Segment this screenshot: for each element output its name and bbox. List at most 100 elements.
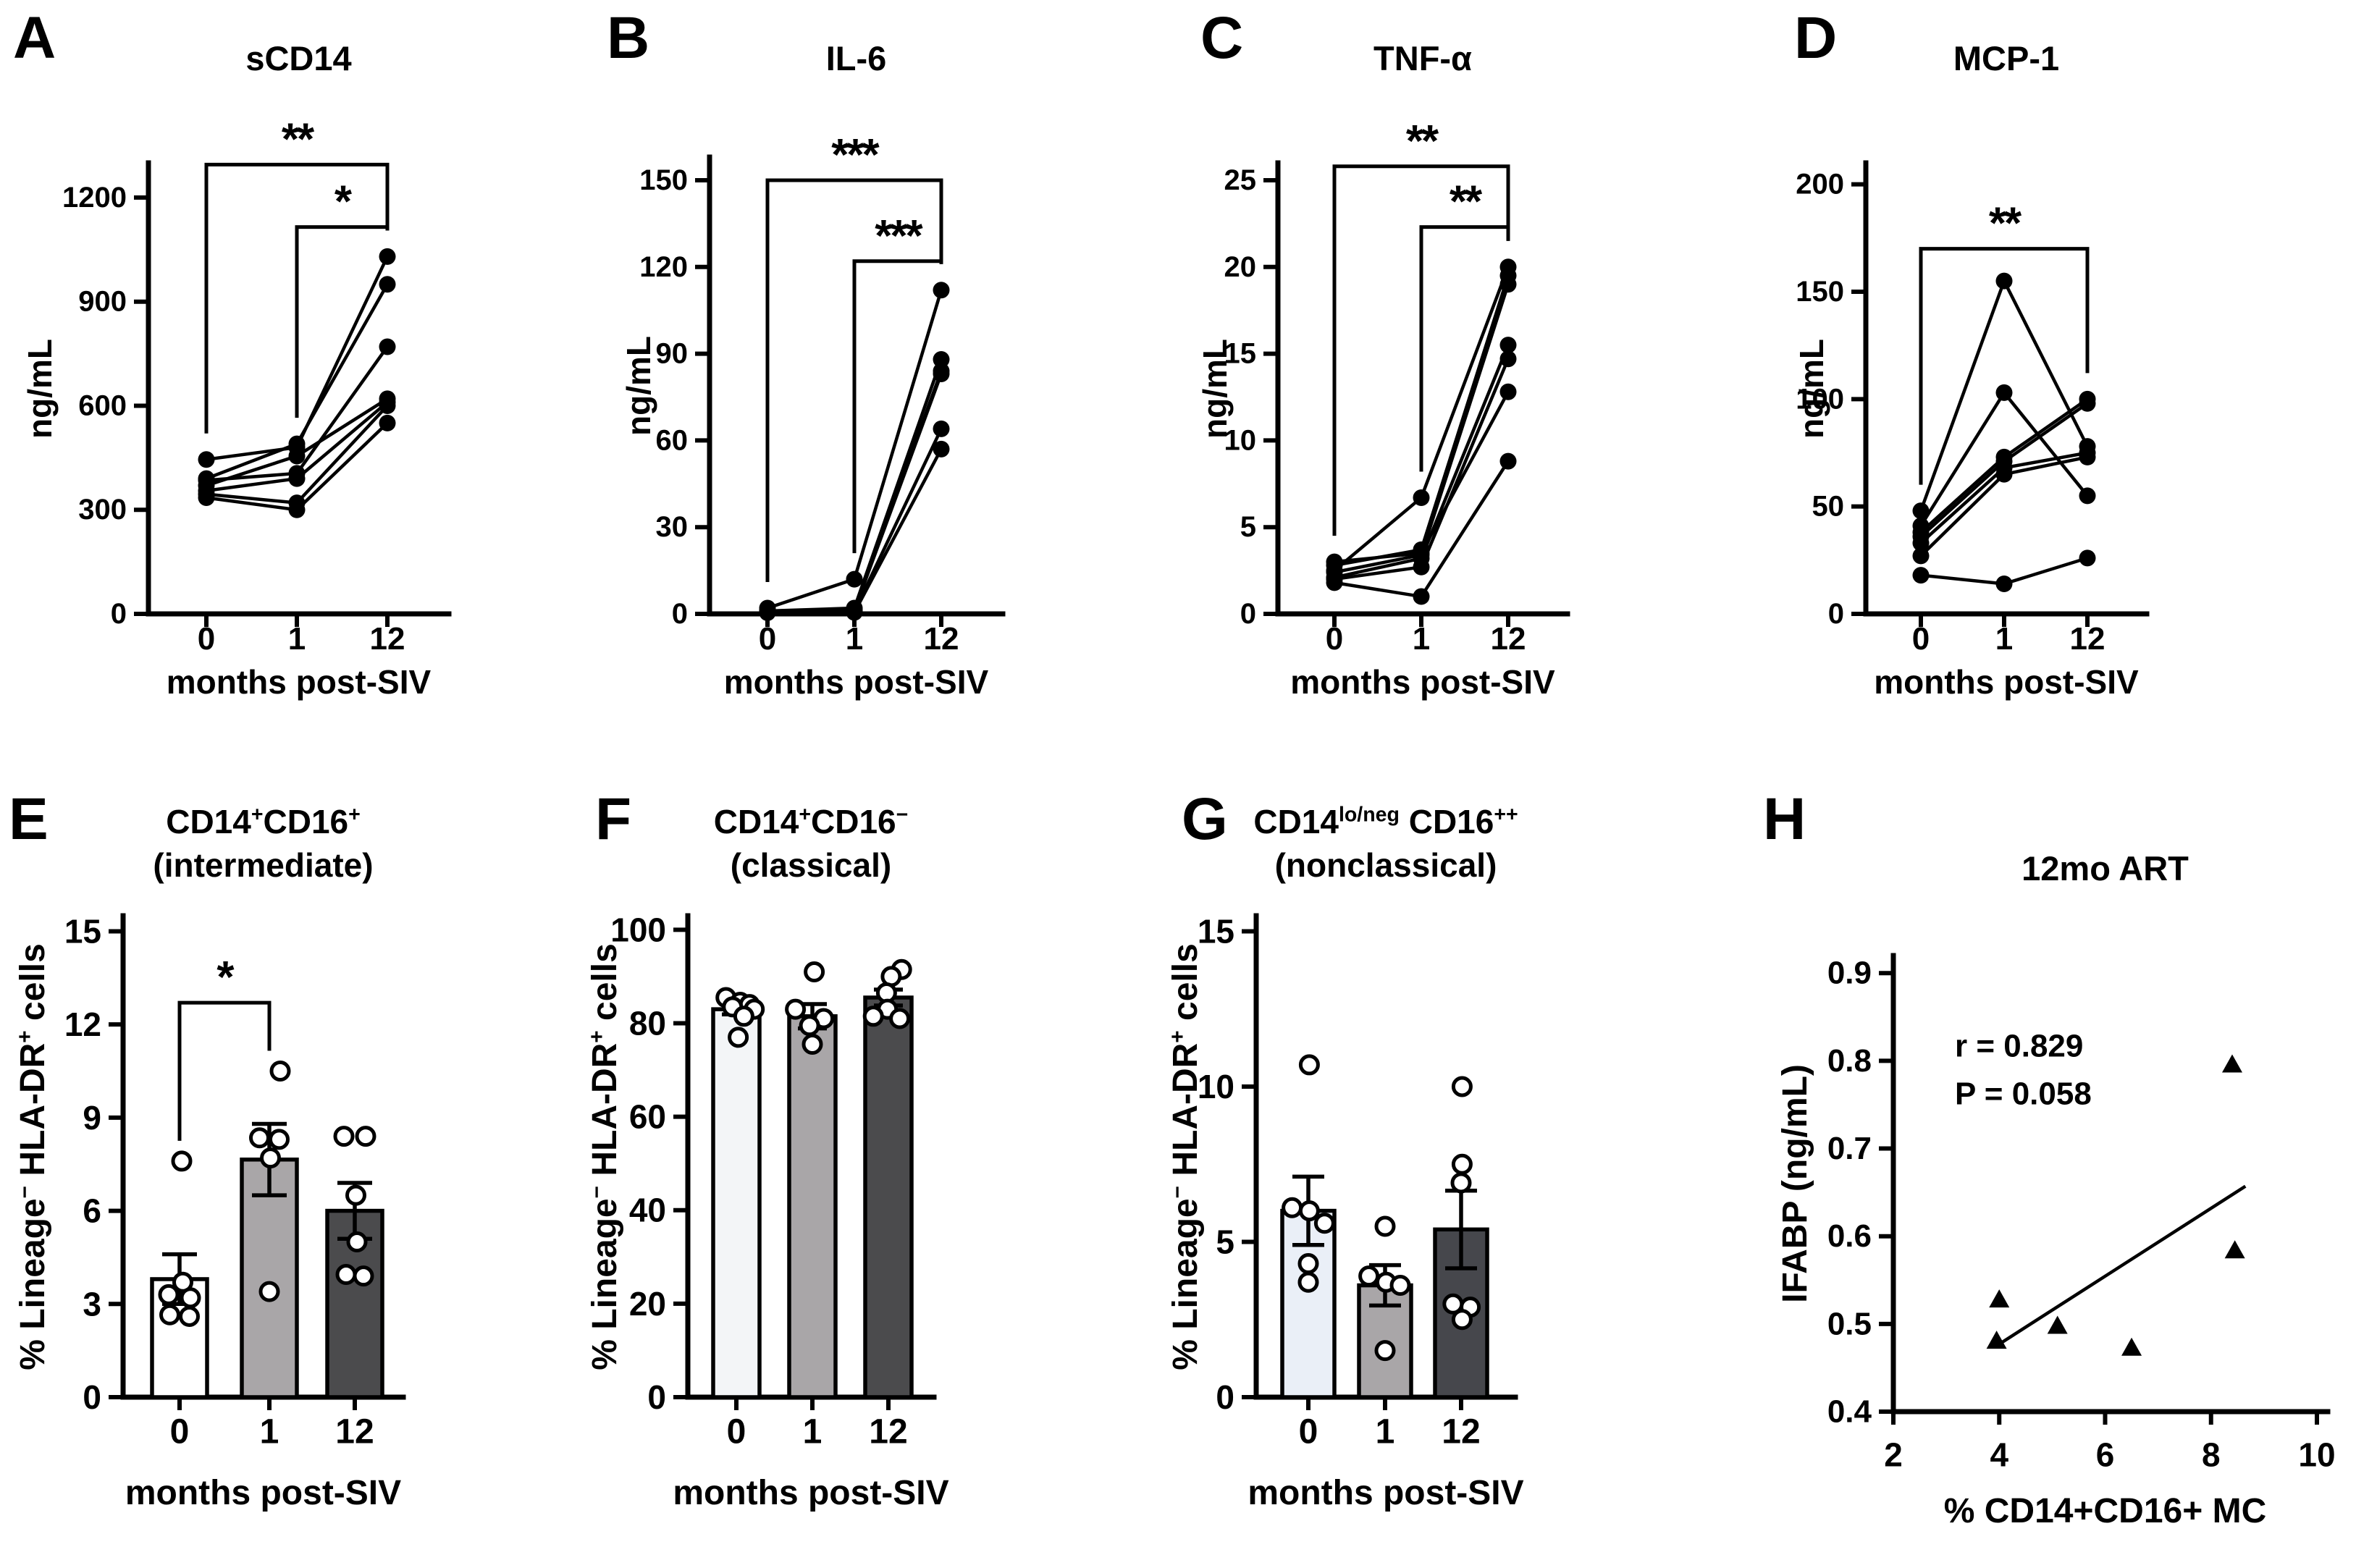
data-point-circle xyxy=(335,1264,357,1286)
data-point-triangle xyxy=(2121,1337,2142,1356)
y-tick-label: 12 xyxy=(64,1006,101,1043)
data-point-dot xyxy=(288,470,306,487)
y-tick-label: 50 xyxy=(1812,491,1845,523)
significance-bracket xyxy=(1919,247,2090,485)
y-tick-label: 900 xyxy=(78,286,127,318)
data-point-circle xyxy=(1298,1200,1320,1222)
y-tick-label: 0.4 xyxy=(1827,1394,1872,1430)
data-point-dot xyxy=(933,366,950,383)
data-point-dot xyxy=(1326,574,1343,591)
data-point-dot xyxy=(933,351,950,368)
panel-c-tnf-alpha: C TNF-α ng/mL 0 5 10 15 20 25 0 1 12 ** ** months … xyxy=(1187,0,1781,784)
significance-bracket xyxy=(765,178,943,583)
data-point-dot xyxy=(2079,448,2096,465)
significance-bracket xyxy=(1419,225,1510,472)
x-tick-label: 0 xyxy=(198,621,215,657)
y-tick-label: 0 xyxy=(672,598,688,630)
data-point-dot xyxy=(288,501,306,518)
data-point-dot xyxy=(933,420,950,437)
x-tick-label: 1 xyxy=(1995,621,2013,657)
y-tick-label: 5 xyxy=(1240,511,1256,543)
data-point-circle xyxy=(171,1150,193,1172)
panel-f-letter: F xyxy=(595,786,632,852)
x-tick-label: 12 xyxy=(370,621,405,657)
panel-c-title: TNF-α xyxy=(1373,39,1472,77)
data-point-triangle xyxy=(2224,1240,2245,1259)
y-tick-label: 100 xyxy=(610,911,666,948)
panel-f-classical-monocytes: F CD14+CD16− (classical) % Lineage− HLA-D… xyxy=(585,784,1173,1568)
y-tick-label: 150 xyxy=(639,164,688,196)
data-point-circle xyxy=(1450,1172,1472,1194)
data-point-dot xyxy=(379,414,396,431)
y-tick-label: 600 xyxy=(78,389,127,421)
x-tick-label: 12 xyxy=(1491,621,1526,657)
panel-c-plot: 0 5 10 15 20 25 0 1 12 **** xyxy=(1224,117,1570,657)
y-tick-label: 60 xyxy=(629,1098,666,1136)
y-tick-label: 0 xyxy=(1216,1378,1234,1416)
data-point-dot xyxy=(198,489,215,506)
y-tick-label: 100 xyxy=(1796,383,1844,415)
x-tick-label: 12 xyxy=(924,621,959,657)
data-point-dot xyxy=(846,570,863,588)
significance-bracket xyxy=(204,162,390,434)
significance-bracket xyxy=(177,1000,272,1141)
y-tick-label: 0.5 xyxy=(1827,1306,1872,1341)
panel-d-x-axis-label: months post-SIV xyxy=(1874,663,2139,701)
panel-e-x-axis-label: months post-SIV xyxy=(125,1474,402,1512)
data-point-circle xyxy=(1297,1253,1319,1275)
significance-stars: *** xyxy=(875,211,923,261)
data-point-dot xyxy=(1326,553,1343,570)
panel-b-plot: 0 30 60 90 120 150 0 1 12 *** *** xyxy=(639,130,1006,657)
panel-d-title: MCP-1 xyxy=(1953,39,2060,77)
x-tick-label: 0 xyxy=(1912,621,1930,657)
data-point-dot xyxy=(1499,337,1517,354)
significance-stars: *** xyxy=(831,130,880,180)
significance-stars: ** xyxy=(1406,117,1439,167)
panel-e-title: CD14+CD16+ (intermediate) xyxy=(153,803,374,884)
y-tick-label: 0 xyxy=(1240,598,1256,630)
x-tick-label: 1 xyxy=(1376,1413,1395,1451)
data-point-circle xyxy=(862,1006,884,1027)
panel-a-x-axis-label: months post-SIV xyxy=(166,663,432,701)
significance-stars: * xyxy=(216,953,235,1003)
data-point-circle xyxy=(1297,1271,1319,1293)
y-tick-label: 30 xyxy=(656,511,689,543)
y-tick-label: 200 xyxy=(1796,169,1844,201)
y-tick-label: 0.7 xyxy=(1827,1131,1872,1166)
bar xyxy=(240,1158,299,1399)
x-tick-label: 1 xyxy=(1413,621,1430,657)
data-point-circle xyxy=(269,1129,290,1150)
x-tick-label: 0 xyxy=(759,621,776,657)
y-tick-label: 9 xyxy=(83,1099,101,1137)
data-point-circle xyxy=(158,1284,180,1305)
y-tick-label: 15 xyxy=(1198,912,1234,950)
y-tick-label: 25 xyxy=(1224,164,1257,196)
correlation-annotation: P = 0.058 xyxy=(1955,1076,2092,1111)
y-tick-label: 0 xyxy=(111,598,127,630)
data-point-dot xyxy=(1995,272,2013,290)
bar xyxy=(863,995,914,1399)
panel-a-scd14: A sCD14 ng/mL 0 300 600 900 1200 0 1 12 ** * mont… xyxy=(0,0,594,784)
panel-e-intermediate-monocytes: E CD14+CD16+ (intermediate) % Lineage− HL… xyxy=(0,784,586,1568)
y-tick-label: 20 xyxy=(629,1285,666,1323)
data-point-dot xyxy=(1912,567,1930,584)
data-point-dot xyxy=(2079,549,2096,567)
data-point-circle xyxy=(1451,1309,1473,1331)
data-point-dot xyxy=(2079,395,2096,412)
data-point-circle xyxy=(1282,1197,1303,1218)
data-point-circle xyxy=(260,1147,281,1169)
significance-bracket xyxy=(295,225,390,418)
data-point-circle xyxy=(269,1061,291,1082)
panel-g-nonclassical-monocytes: G CD14lo/neg CD16++ (nonclassical) % Line… xyxy=(1166,784,1752,1568)
y-tick-label: 80 xyxy=(629,1004,666,1042)
data-point-circle xyxy=(733,1006,754,1027)
data-point-circle xyxy=(1374,1215,1396,1237)
data-point-circle xyxy=(345,1184,366,1206)
data-point-dot xyxy=(1413,489,1430,506)
x-tick-label: 12 xyxy=(2070,621,2105,657)
data-point-circle xyxy=(180,1287,201,1309)
data-point-triangle xyxy=(1986,1331,2007,1349)
data-point-dot xyxy=(933,440,950,458)
data-point-dot xyxy=(759,604,776,621)
